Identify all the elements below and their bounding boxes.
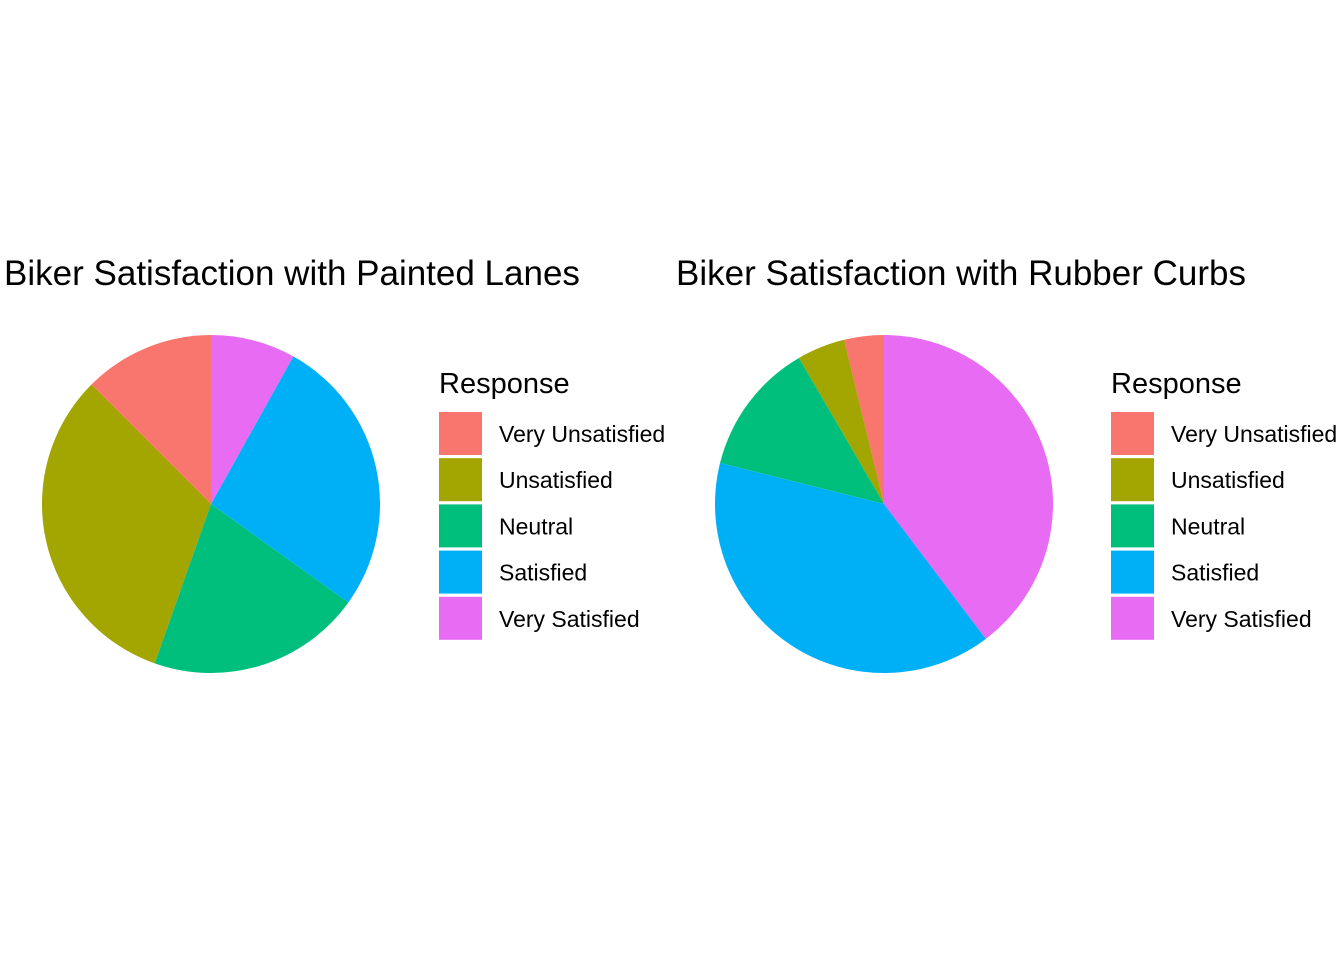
legend-label-neutral: Neutral	[1171, 513, 1245, 539]
pie-slice-very-unsatisfied	[91, 335, 211, 504]
legend-items: Very Unsatisfied Unsatisfied Neutral Satisf…	[439, 412, 665, 640]
legend-label-very-unsatisfied: Very Unsatisfied	[499, 421, 665, 447]
legend: Response Very Unsatisfied Unsatisfied Neut…	[1111, 368, 1337, 640]
legend-key-very-unsatisfied	[439, 412, 482, 455]
chart-title: Biker Satisfaction with Rubber Curbs	[676, 254, 1246, 293]
pie-slice-very-satisfied	[884, 335, 1054, 639]
pie-chart-painted-lanes: Biker Satisfaction with Painted Lanes Re…	[4, 254, 665, 674]
pie-slice-unsatisfied	[798, 339, 884, 504]
pie	[41, 335, 381, 674]
pie-slice-neutral	[720, 358, 884, 504]
pie	[714, 335, 1054, 674]
legend-key-very-satisfied	[439, 596, 482, 640]
legend-key-very-unsatisfied	[1111, 412, 1154, 455]
legend-label-very-satisfied: Very Satisfied	[1171, 606, 1312, 632]
legend-key-satisfied	[439, 550, 482, 594]
pie-chart-rubber-curbs: Biker Satisfaction with Rubber Curbs Res…	[676, 254, 1337, 674]
legend-label-satisfied: Satisfied	[499, 560, 587, 586]
legend-key-satisfied	[1111, 550, 1154, 594]
legend: Response Very Unsatisfied Unsatisfied Neut…	[439, 368, 665, 640]
pie-slice-very-unsatisfied	[844, 335, 884, 504]
legend-key-unsatisfied	[439, 458, 482, 502]
pie-slice-unsatisfied	[41, 384, 211, 664]
pie-slice-satisfied	[714, 463, 986, 674]
legend-key-neutral	[439, 504, 482, 548]
pie-slice-satisfied	[211, 356, 381, 603]
legend-key-very-satisfied	[1111, 596, 1154, 640]
legend-title: Response	[1111, 368, 1242, 400]
legend-title: Response	[439, 368, 570, 400]
pie-slice-neutral	[154, 504, 349, 674]
legend-key-unsatisfied	[1111, 458, 1154, 502]
legend-label-neutral: Neutral	[499, 513, 573, 539]
legend-label-very-unsatisfied: Very Unsatisfied	[1171, 421, 1337, 447]
legend-items: Very Unsatisfied Unsatisfied Neutral Satisf…	[1111, 412, 1337, 640]
pie-slice-very-satisfied	[211, 335, 294, 504]
legend-label-unsatisfied: Unsatisfied	[1171, 467, 1285, 493]
legend-label-unsatisfied: Unsatisfied	[499, 467, 613, 493]
chart-title: Biker Satisfaction with Painted Lanes	[4, 254, 580, 293]
legend-key-neutral	[1111, 504, 1154, 548]
legend-label-very-satisfied: Very Satisfied	[499, 606, 640, 632]
legend-label-satisfied: Satisfied	[1171, 560, 1259, 586]
